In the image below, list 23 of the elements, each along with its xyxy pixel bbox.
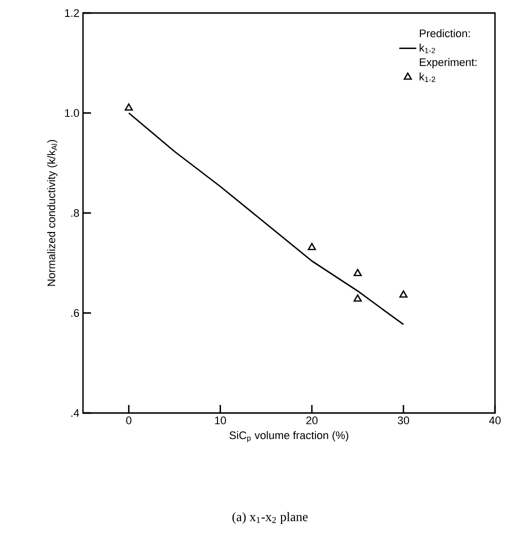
y-tick-label: .4 [71,409,80,417]
annotation: Experiment: [420,58,476,68]
x-tick-label: 20 [306,416,318,424]
y-tick-label: .6 [71,309,79,317]
line-series [128,112,404,326]
x-tick-label: 30 [398,416,410,424]
y-tick-label: 1.0 [65,109,80,117]
text: (a) x$_{1}$-x$_{2}$ plane [232,512,308,524]
point [354,294,362,302]
legend-label: k$_{1-2}$ [420,72,436,82]
point [399,290,408,298]
y-tick-label: 1.2 [65,9,79,17]
point [354,268,362,276]
annotation: Prediction: [420,29,470,38]
x-tick-label: 0 [126,416,132,424]
point [308,242,316,250]
point [124,103,133,111]
y-tick-label: .8 [71,209,79,217]
x-tick-label: 10 [215,416,226,424]
y-axis-title: Normalized conductivity (k/k$_{Al}$) [47,140,58,286]
x-axis-title: SiC$_{p}$ volume fraction (%) [230,431,348,442]
x-tick-label: 40 [489,416,501,424]
legend-label: k$_{1-2}$ [420,44,436,54]
